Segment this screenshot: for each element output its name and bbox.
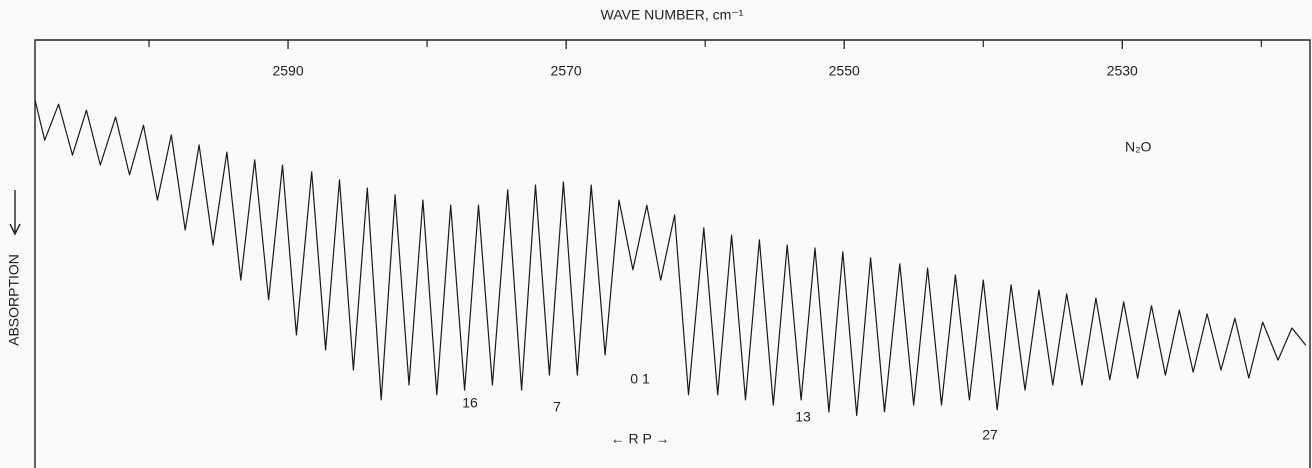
frame	[34, 39, 1311, 468]
branch-label: ← R P →	[611, 431, 670, 447]
y-axis-label: ABSORPTION	[6, 254, 22, 346]
line-label: 7	[553, 399, 561, 415]
x-tick-label: 2590	[272, 63, 303, 79]
line-label: 0 1	[630, 371, 650, 387]
x-tick-label: 2570	[551, 63, 582, 79]
line-label: 16	[462, 395, 478, 411]
x-tick-label: 2530	[1107, 63, 1138, 79]
species-label: N₂O	[1125, 139, 1152, 155]
x-tick-label: 2550	[829, 63, 860, 79]
chart-title: WAVE NUMBER, cm⁻¹	[601, 7, 744, 23]
line-label: 13	[795, 409, 811, 425]
line-label: 27	[982, 427, 998, 443]
y-arrow	[9, 190, 21, 236]
spectrum-trace	[34, 99, 1307, 416]
